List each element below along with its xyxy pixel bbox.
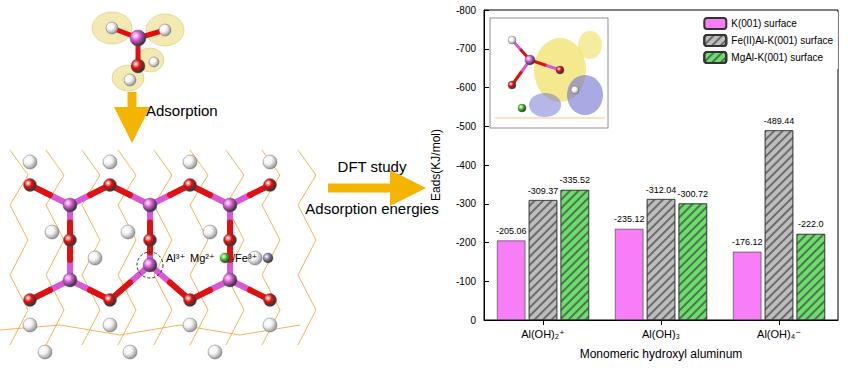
svg-text:Al(OH)₄⁻: Al(OH)₄⁻ [757,328,801,340]
svg-text:Al(OH)₃: Al(OH)₃ [642,328,680,340]
svg-text:-300.72: -300.72 [678,189,709,199]
svg-text:-205.06: -205.06 [496,226,527,236]
svg-text:Mg²⁺: Mg²⁺ [190,252,215,264]
svg-text:DFT study: DFT study [338,158,407,175]
svg-text:Fe(II)Al-K(001) surface: Fe(II)Al-K(001) surface [731,35,833,46]
svg-text:-335.52: -335.52 [560,175,591,185]
svg-text:-200: -200 [456,237,476,248]
svg-text:-300: -300 [456,198,476,209]
svg-text:-235.12: -235.12 [614,214,645,224]
svg-text:-309.37: -309.37 [528,186,559,196]
svg-text:-800: -800 [456,5,476,16]
svg-text:K(001) surface: K(001) surface [731,18,797,29]
svg-text:-400: -400 [456,160,476,171]
svg-text:-489.44: -489.44 [764,116,795,126]
svg-text:Al(OH)₂⁺: Al(OH)₂⁺ [521,328,565,340]
svg-text:-600: -600 [456,82,476,93]
svg-text:-176.12: -176.12 [732,237,763,247]
svg-text:Adsorption: Adsorption [146,102,218,119]
svg-text:MgAl-K(001) surface: MgAl-K(001) surface [731,52,823,63]
svg-text:0: 0 [470,315,476,326]
svg-text:-500: -500 [456,121,476,132]
svg-text:Monomeric hydroxyl aluminum: Monomeric hydroxyl aluminum [580,347,743,361]
svg-text:Adsorption energies: Adsorption energies [305,200,438,217]
svg-text:Al³⁺: Al³⁺ [166,252,185,264]
svg-text:-700: -700 [456,43,476,54]
svg-text:-100: -100 [456,276,476,287]
svg-text:/Fe³⁺: /Fe³⁺ [232,252,258,264]
svg-text:-312.04: -312.04 [646,185,677,195]
svg-text:-222.0: -222.0 [798,219,824,229]
svg-text:Eads(KJ/mol): Eads(KJ/mol) [429,129,443,201]
